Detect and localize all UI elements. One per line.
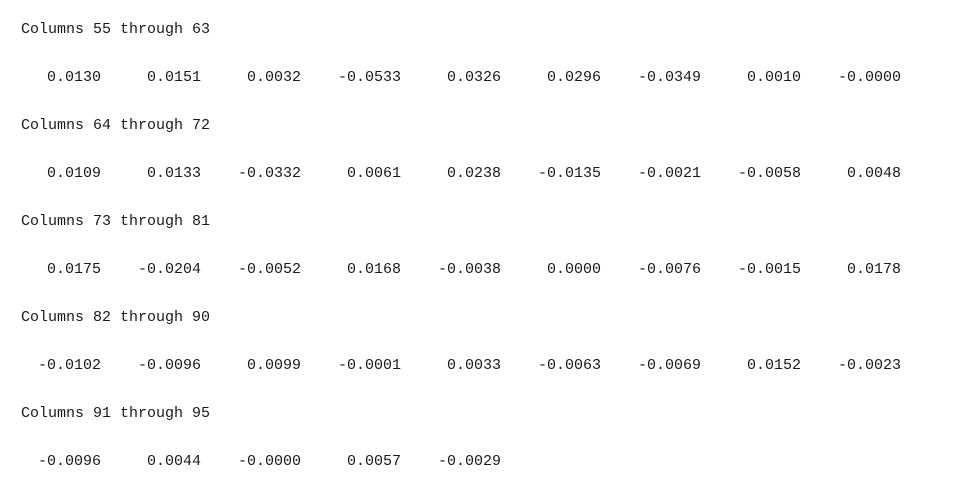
matrix-value: 0.0296 <box>546 69 601 86</box>
matrix-value: 0.0130 <box>46 69 101 86</box>
matrix-value: -0.0096 <box>37 453 101 470</box>
matrix-value: -0.0135 <box>537 165 601 182</box>
output-block: Columns 82 through 90 -0.0102 -0.0096 0.009… <box>0 308 971 404</box>
matrix-value: -0.0349 <box>637 69 701 86</box>
matrix-value: 0.0044 <box>146 453 201 470</box>
matrix-value: -0.0058 <box>737 165 801 182</box>
matrix-value: -0.0015 <box>737 261 801 278</box>
matrix-value: 0.0000 <box>546 261 601 278</box>
output-block: Columns 64 through 72 0.0109 0.0133 -0.0332… <box>0 116 971 212</box>
matrix-value: 0.0238 <box>446 165 501 182</box>
matrix-value: -0.0001 <box>337 357 401 374</box>
matrix-value: 0.0032 <box>246 69 301 86</box>
columns-range-header: Columns 73 through 81 <box>21 213 211 230</box>
matrix-value: 0.0061 <box>346 165 401 182</box>
matrix-value: 0.0178 <box>846 261 901 278</box>
matrix-value: -0.0023 <box>837 357 901 374</box>
matrix-value: 0.0048 <box>846 165 901 182</box>
matrix-value: 0.0151 <box>146 69 201 86</box>
matrix-value: 0.0010 <box>746 69 801 86</box>
matrix-value: 0.0168 <box>346 261 401 278</box>
matrix-value: -0.0052 <box>237 261 301 278</box>
matrix-value: -0.0102 <box>37 357 101 374</box>
matrix-value: 0.0133 <box>146 165 201 182</box>
matrix-value: -0.0000 <box>237 453 301 470</box>
values-row: 0.0109 0.0133 -0.0332 0.0061 0.0238 -0.0135 -0… <box>0 164 971 184</box>
columns-range-header: Columns 55 through 63 <box>21 21 211 38</box>
columns-range-header: Columns 64 through 72 <box>21 117 211 134</box>
values-row: 0.0130 0.0151 0.0032 -0.0533 0.0326 0.0296 -0.… <box>0 68 971 88</box>
matrix-value: -0.0332 <box>237 165 301 182</box>
columns-range-header: Columns 82 through 90 <box>21 309 211 326</box>
values-row: -0.0102 -0.0096 0.0099 -0.0001 0.0033 -0.0063… <box>0 356 971 376</box>
matrix-value: 0.0099 <box>246 357 301 374</box>
matrix-value: -0.0533 <box>337 69 401 86</box>
matrix-value: -0.0063 <box>537 357 601 374</box>
matrix-value: 0.0175 <box>46 261 101 278</box>
output-block: Columns 73 through 81 0.0175 -0.0204 -0.005… <box>0 212 971 308</box>
matrix-value: 0.0152 <box>746 357 801 374</box>
matrix-value: 0.0033 <box>446 357 501 374</box>
matrix-value: -0.0069 <box>637 357 701 374</box>
matrix-value: -0.0029 <box>437 453 501 470</box>
matrix-value: -0.0021 <box>637 165 701 182</box>
matrix-value: 0.0326 <box>446 69 501 86</box>
values-row: 0.0175 -0.0204 -0.0052 0.0168 -0.0038 0.0000 -… <box>0 260 971 280</box>
matrix-value: -0.0000 <box>837 69 901 86</box>
output-block: Columns 91 through 95 -0.0096 0.0044 -0.000… <box>0 404 971 500</box>
output-block: Columns 55 through 63 0.0130 0.0151 0.0032 -… <box>0 20 971 116</box>
matrix-value: 0.0109 <box>46 165 101 182</box>
matrix-value: -0.0076 <box>637 261 701 278</box>
matrix-value: 0.0057 <box>346 453 401 470</box>
matrix-value: -0.0038 <box>437 261 501 278</box>
columns-range-header: Columns 91 through 95 <box>21 405 211 422</box>
matrix-value: -0.0204 <box>137 261 201 278</box>
matrix-value: -0.0096 <box>137 357 201 374</box>
values-row: -0.0096 0.0044 -0.0000 0.0057 -0.0029 <box>0 452 971 472</box>
